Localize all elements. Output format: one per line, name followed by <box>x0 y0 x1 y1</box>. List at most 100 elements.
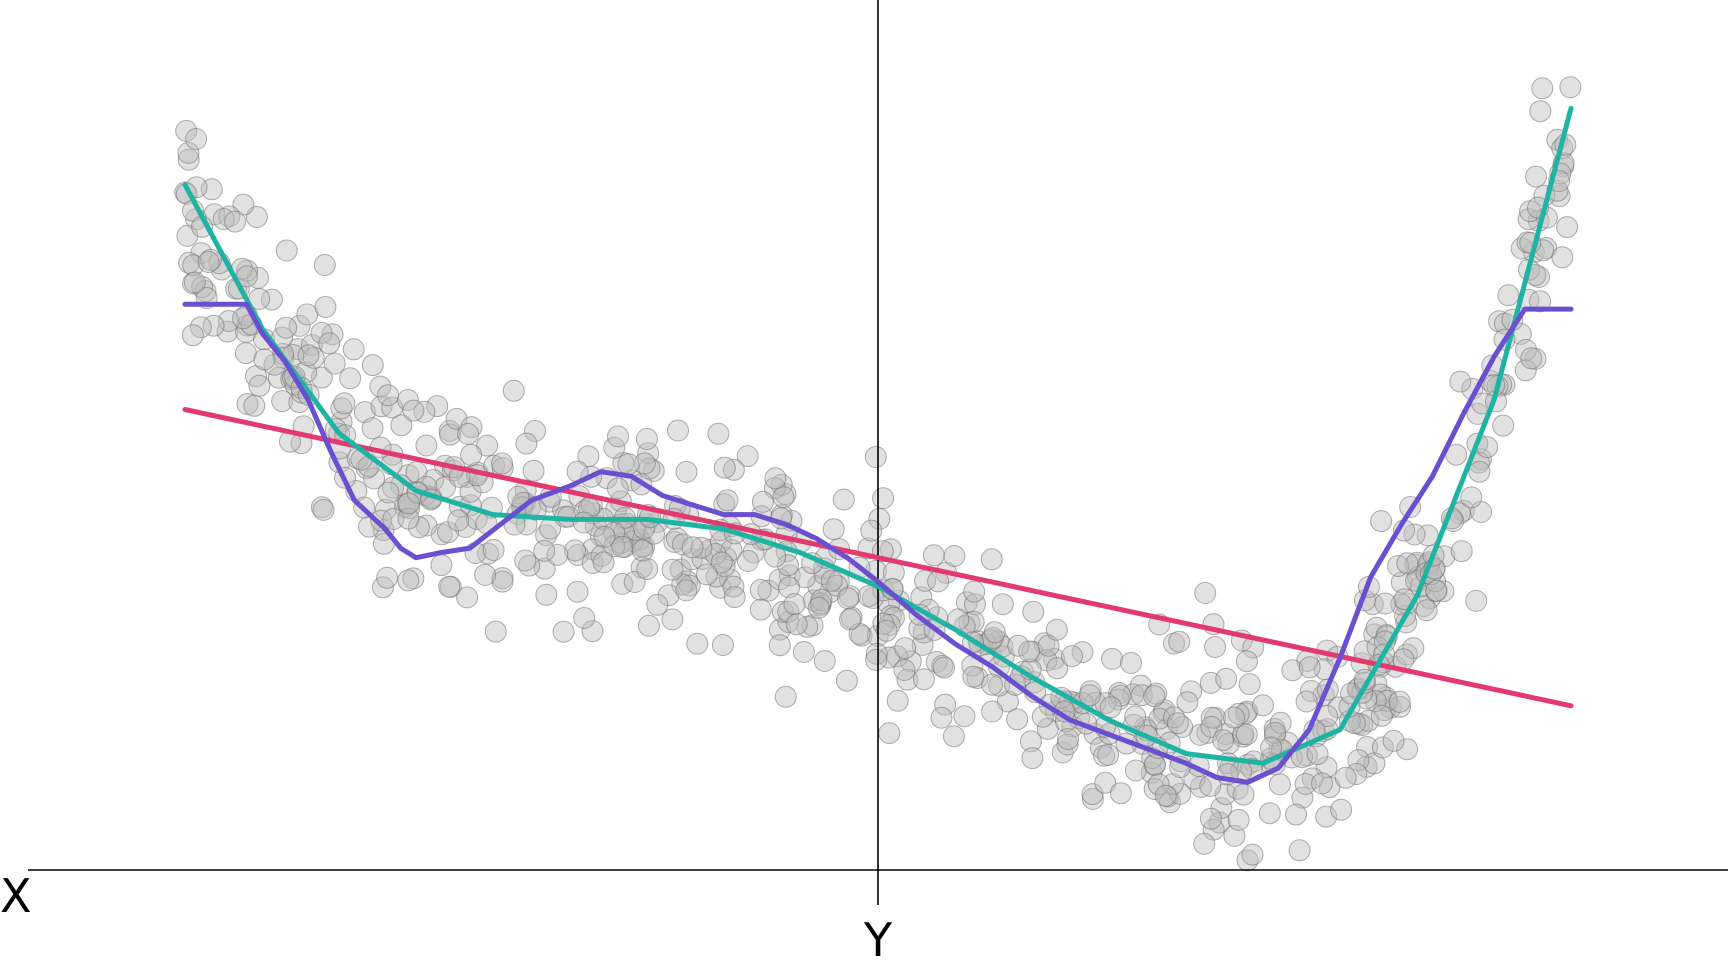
scatter-point <box>1124 705 1147 728</box>
scatter-point <box>1045 618 1068 641</box>
scatter-point <box>931 654 954 677</box>
scatter-point <box>342 338 365 361</box>
scatter-point <box>1251 694 1274 717</box>
scatter-point <box>1171 716 1194 738</box>
scatter-point <box>686 632 709 655</box>
scatter-point <box>886 689 909 712</box>
scatter-point <box>934 693 957 716</box>
scatter-point <box>1056 733 1079 756</box>
y-axis-label: Y <box>863 913 893 960</box>
scatter-point <box>872 487 895 510</box>
scatter-point <box>981 673 1003 696</box>
scatter-point <box>1021 747 1044 770</box>
polynomial-fit-line <box>182 105 1574 766</box>
scatter-point <box>768 568 791 591</box>
scatter-point <box>988 674 1011 697</box>
scatter-point <box>333 392 356 415</box>
x-axis-label: X <box>0 869 32 923</box>
scatter-point <box>1347 749 1370 772</box>
scatter-point <box>807 596 830 619</box>
scatter-point <box>1223 706 1245 729</box>
scatter-point <box>1306 743 1329 765</box>
scatter-point <box>1382 729 1405 752</box>
scatter-point <box>1311 772 1333 795</box>
scatter-point <box>1130 684 1153 707</box>
scatter-point <box>911 633 934 656</box>
scatter-point <box>1460 486 1483 509</box>
scatter-point <box>962 665 985 688</box>
scatter-point <box>711 634 734 656</box>
scatter-point <box>893 659 916 681</box>
scatter-point <box>983 621 1006 644</box>
scatter-point <box>1334 766 1357 789</box>
scatter-point <box>980 548 1003 571</box>
scatter-point <box>243 394 266 417</box>
scatter-point <box>631 539 654 562</box>
scatter-point <box>398 492 420 515</box>
scatter-point <box>716 489 739 512</box>
scatter-point <box>1291 786 1314 809</box>
scatter-point <box>1356 736 1379 758</box>
scatter-point <box>524 420 546 442</box>
scatter-point <box>643 522 665 545</box>
scatter-point <box>1268 773 1291 796</box>
scatter-point <box>297 344 320 367</box>
scatter-point <box>1520 347 1543 370</box>
scatter-point <box>1529 290 1552 313</box>
scatter-point <box>1006 708 1029 731</box>
scatter-point <box>1351 714 1374 736</box>
scatter-point <box>1298 656 1321 679</box>
scatter-point <box>1450 540 1473 563</box>
scatter-point <box>396 389 419 411</box>
scatter-point <box>930 706 953 729</box>
scatter-point <box>1364 690 1387 713</box>
scatter-point <box>1227 808 1250 831</box>
scatter-point <box>1154 784 1177 807</box>
scatter-point <box>234 342 257 365</box>
scatter-point <box>1374 592 1397 615</box>
scatter-point <box>363 467 386 490</box>
scatter-point <box>1449 370 1472 393</box>
scatter-point <box>552 620 575 643</box>
scatter-point <box>430 554 453 577</box>
scatter-point <box>1199 807 1222 830</box>
scatter-point <box>991 593 1014 616</box>
scatter-point <box>377 384 400 407</box>
scatter-point <box>768 634 791 657</box>
scatter-point <box>667 419 689 442</box>
scatter-point <box>769 618 791 641</box>
scatter-point <box>1057 728 1079 750</box>
scatter-point <box>1007 634 1030 657</box>
scatter-point <box>770 473 793 496</box>
scatter-point <box>260 288 283 311</box>
scatter-point <box>1531 77 1554 100</box>
scatter-point <box>832 488 855 511</box>
scatter-point <box>1124 759 1147 782</box>
scatter-point <box>1101 647 1124 670</box>
scatter-point <box>1238 673 1261 696</box>
scatter-point <box>312 498 335 521</box>
scatter-point <box>546 543 569 566</box>
scatter-point <box>810 588 833 611</box>
scatter-point <box>1330 798 1353 821</box>
scatter-point <box>361 417 384 440</box>
scatter-point <box>1315 805 1338 828</box>
scatter-point <box>1109 782 1132 805</box>
scatter-point <box>1285 803 1307 826</box>
scatter-point <box>637 614 660 637</box>
axes-layer <box>28 0 1728 905</box>
scatter-point <box>865 642 888 665</box>
scatter-point <box>837 587 860 610</box>
scatter-point <box>1525 165 1547 188</box>
scatter-point <box>751 490 774 513</box>
scatter-point <box>236 393 259 415</box>
scatter-point <box>857 585 880 608</box>
scatter-point <box>675 579 698 602</box>
scatter-point <box>566 580 589 603</box>
scatter-point <box>1497 284 1520 307</box>
scatter-point <box>820 569 843 592</box>
scatter-point <box>502 379 525 402</box>
scatter-point <box>1120 652 1142 674</box>
scatter-point <box>1529 100 1552 123</box>
scatter-point <box>792 641 815 663</box>
